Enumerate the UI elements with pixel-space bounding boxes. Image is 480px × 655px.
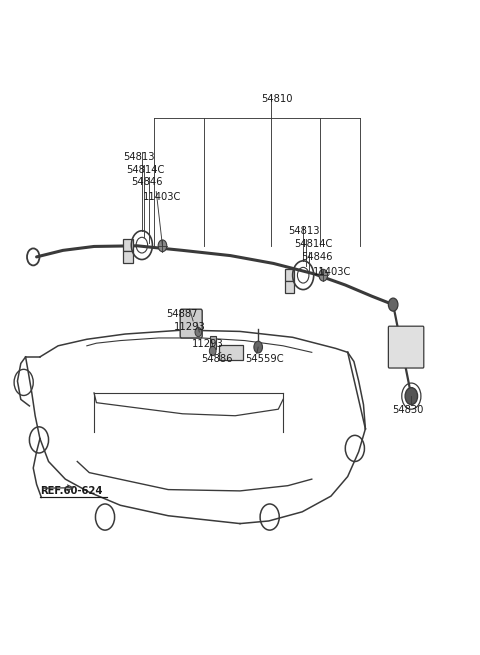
Circle shape [195,328,202,337]
Text: 54813: 54813 [288,226,319,236]
Circle shape [388,298,398,311]
FancyBboxPatch shape [285,269,294,281]
Text: 54814C: 54814C [295,239,333,250]
Text: 54814C: 54814C [126,165,165,175]
FancyBboxPatch shape [180,309,202,338]
Text: 54846: 54846 [301,252,333,263]
Text: 11293: 11293 [192,339,224,349]
FancyBboxPatch shape [219,345,243,360]
Circle shape [405,388,418,405]
Text: 54886: 54886 [201,354,232,364]
FancyBboxPatch shape [388,326,424,368]
Text: REF.60-624: REF.60-624 [40,485,102,496]
Text: 54813: 54813 [123,153,154,162]
Text: 54887: 54887 [166,309,197,319]
Text: 11403C: 11403C [144,191,182,202]
FancyBboxPatch shape [285,281,294,293]
Text: 54810: 54810 [262,94,293,103]
FancyBboxPatch shape [123,251,133,263]
Text: 54559C: 54559C [245,354,283,364]
FancyBboxPatch shape [123,239,133,251]
Text: 11293: 11293 [174,322,206,332]
Circle shape [158,240,167,252]
FancyBboxPatch shape [210,336,216,349]
Text: 54830: 54830 [392,405,423,415]
Circle shape [209,346,216,356]
Text: 11403C: 11403C [313,267,351,277]
Circle shape [319,269,327,281]
Text: 54846: 54846 [131,177,162,187]
Circle shape [254,341,263,353]
